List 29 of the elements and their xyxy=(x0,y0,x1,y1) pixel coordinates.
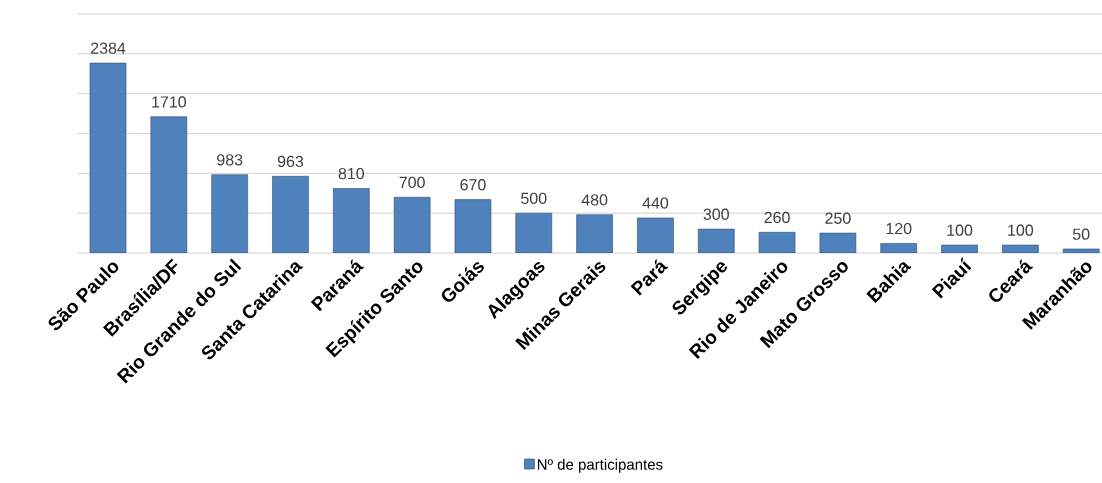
bar xyxy=(90,63,127,253)
data-label: 250 xyxy=(825,212,851,224)
data-label: 300 xyxy=(703,208,729,220)
bar xyxy=(454,199,491,253)
bar xyxy=(515,213,552,253)
data-label: 1710 xyxy=(152,96,187,108)
data-label: 2384 xyxy=(91,42,126,54)
data-label: 260 xyxy=(764,211,790,224)
bar xyxy=(698,229,735,253)
data-label: 100 xyxy=(947,224,973,236)
data-label: 100 xyxy=(1008,224,1034,236)
bar xyxy=(211,174,248,253)
data-label: 670 xyxy=(460,179,486,191)
data-label: 480 xyxy=(581,194,608,206)
data-label: 500 xyxy=(521,192,547,204)
data-label: 50 xyxy=(1072,228,1090,240)
bar xyxy=(576,214,613,253)
data-label: 810 xyxy=(338,167,365,180)
bar xyxy=(150,116,187,253)
bar xyxy=(272,176,309,253)
data-label: 120 xyxy=(886,222,912,235)
data-label: 983 xyxy=(217,154,243,166)
bar xyxy=(637,217,674,253)
data-label: 700 xyxy=(399,176,425,189)
bar xyxy=(394,197,431,253)
bar xyxy=(333,188,370,253)
data-label: 963 xyxy=(277,155,304,168)
legend-label: Nº de participantes xyxy=(537,458,663,473)
data-label: 440 xyxy=(642,197,669,209)
